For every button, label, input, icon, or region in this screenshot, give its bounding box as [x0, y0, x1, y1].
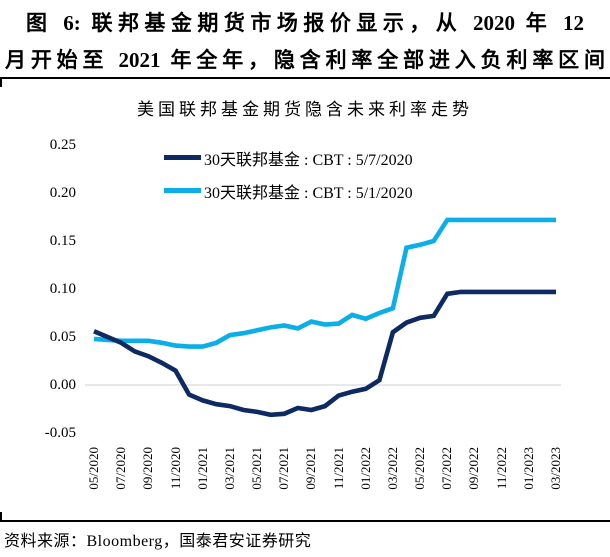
top-divider [0, 77, 610, 79]
y-axis-tick-label: 0.10 [49, 281, 76, 297]
figure-title-line2: 月开始至 2021 年全年，隐含利率全部进入负利率区间 [5, 48, 605, 72]
x-axis-tick-label: 01/2023 [520, 447, 536, 490]
bottom-divider [0, 520, 610, 522]
legend-label: 30天联邦基金 : CBT : 5/1/2020 [204, 184, 413, 202]
x-axis-tick-label: 11/2022 [493, 447, 509, 490]
x-axis-tick-label: 05/2022 [412, 447, 428, 490]
x-axis-tick-label: 05/2020 [86, 447, 101, 490]
legend-swatch-navy-line [164, 155, 201, 160]
y-axis-tick-label: 0.25 [49, 137, 76, 153]
y-axis-tick-label: 0.20 [49, 185, 76, 201]
x-axis-tick-label: 05/2021 [249, 447, 265, 490]
top-divider-edge-tick [0, 79, 2, 87]
x-axis-tick-label: 11/2021 [330, 447, 346, 490]
legend-swatch-cyan-line [164, 188, 201, 193]
y-axis-tick-label: -0.05 [44, 425, 76, 441]
x-axis-tick-label: 01/2021 [194, 447, 210, 490]
legend-item-cbt-5-1-2020: 30天联邦基金 : CBT : 5/1/2020 [164, 180, 413, 202]
x-axis-tick-label: 09/2020 [140, 447, 156, 490]
source-note: 资料来源：Bloomberg，国泰君安证券研究 [4, 533, 312, 550]
x-axis-tick-label: 07/2021 [276, 447, 292, 490]
x-axis-tick-label: 03/2022 [384, 447, 400, 490]
y-axis-tick-label: 0.05 [49, 329, 76, 345]
bottom-divider-edge-tick [0, 512, 2, 520]
legend-item-cbt-5-7-2020: 30天联邦基金 : CBT : 5/7/2020 [164, 147, 413, 169]
figure-title-line1: 图 6: 联邦基金期货市场报价显示，从 2020 年 12 [26, 11, 584, 35]
figure-title: 图 6: 联邦基金期货市场报价显示，从 2020 年 12 月开始至 2021 … [0, 5, 610, 79]
line-series-1 [93, 217, 556, 349]
x-axis-tick-label: 09/2022 [466, 447, 482, 490]
chart-legend: 30天联邦基金 : CBT : 5/7/2020 30天联邦基金 : CBT :… [164, 147, 413, 213]
line-series-0 [93, 289, 556, 418]
x-axis-tick-label: 07/2020 [113, 447, 129, 490]
y-axis-tick-label: 0.00 [49, 377, 76, 393]
x-axis-tick-label: 07/2022 [439, 447, 455, 490]
x-axis-tick-label: 11/2020 [167, 447, 183, 490]
x-axis-tick-label: 03/2023 [548, 447, 563, 490]
legend-label: 30天联邦基金 : CBT : 5/7/2020 [204, 151, 413, 169]
chart-title: 美国联邦基金期货隐含未来利率走势 [137, 100, 473, 119]
x-axis-tick-label: 03/2021 [221, 447, 237, 490]
x-axis-tick-label: 01/2022 [357, 447, 373, 490]
y-axis-tick-label: 0.15 [49, 233, 76, 249]
x-axis-tick-label: 09/2021 [303, 447, 319, 490]
